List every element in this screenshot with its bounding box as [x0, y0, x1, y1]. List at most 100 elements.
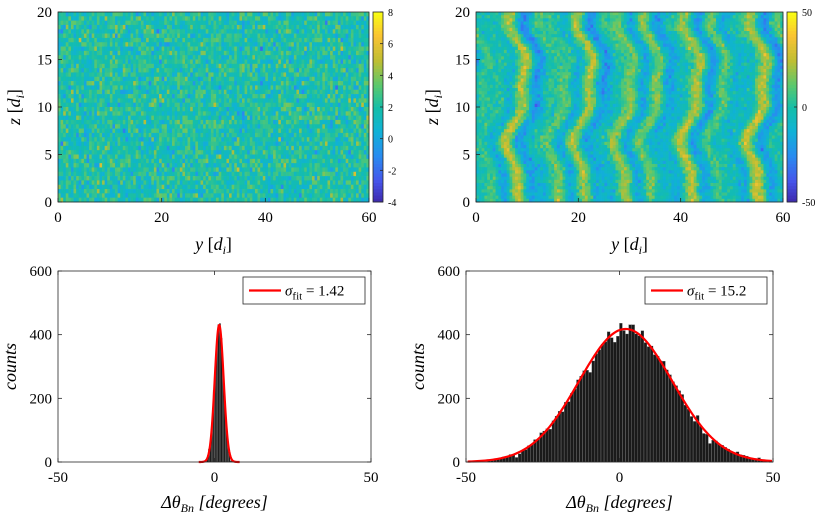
heatmap-cell: [120, 46, 124, 52]
heatmap-cell: [135, 37, 139, 43]
heatmap-cell: [81, 46, 85, 52]
heatmap-cell: [151, 137, 155, 142]
heatmap-cell: [278, 141, 282, 147]
heatmap-cell: [280, 119, 284, 125]
heatmap-cell: [172, 98, 175, 104]
heatmap-cell: [161, 189, 165, 194]
heatmap-cell: [83, 94, 87, 99]
heatmap-cell: [299, 68, 302, 73]
heatmap-cell: [348, 171, 352, 177]
heatmap-cell: [151, 33, 155, 39]
heatmap-cell: [216, 55, 220, 60]
heatmap-cell: [309, 176, 313, 181]
heatmap-cell: [159, 68, 163, 73]
heatmap-cell: [223, 145, 227, 151]
heatmap-cell: [63, 55, 67, 60]
heatmap-cell: [99, 176, 103, 181]
heatmap-cell: [335, 150, 339, 155]
heatmap-cell: [231, 163, 235, 168]
heatmap-cell: [208, 128, 212, 134]
heatmap-cell: [68, 167, 72, 173]
heatmap-cell: [340, 128, 344, 134]
heatmap-cell: [299, 24, 302, 30]
heatmap-cell: [345, 124, 349, 129]
heatmap-cell: [81, 42, 85, 47]
heatmap-cell: [252, 89, 256, 95]
heatmap-cell: [153, 158, 157, 164]
heatmap-cell: [337, 16, 341, 21]
heatmap-cell: [159, 128, 163, 134]
heatmap-cell: [257, 184, 261, 190]
heatmap-cell: [257, 16, 261, 21]
heatmap-cell: [221, 184, 225, 190]
heatmap-cell: [270, 81, 274, 86]
heatmap-cell: [102, 42, 105, 47]
heatmap-cell: [65, 171, 69, 177]
heatmap-cell: [184, 42, 188, 47]
heatmap-cell: [267, 50, 271, 56]
heatmap-cell: [345, 63, 349, 69]
heatmap-cell: [161, 128, 165, 134]
heatmap-cell: [122, 111, 126, 116]
heatmap-cell: [102, 102, 105, 108]
heatmap-cell: [89, 68, 93, 73]
heatmap-cell: [278, 137, 282, 142]
heatmap-cell: [151, 29, 155, 34]
heatmap-cell: [226, 89, 230, 95]
heatmap-cell: [280, 94, 284, 99]
heatmap-cell: [226, 137, 230, 142]
heatmap-cell: [200, 42, 204, 47]
heatmap-cell: [291, 119, 295, 125]
heatmap-cell: [169, 46, 173, 52]
heatmap-cell: [265, 150, 269, 155]
heatmap-cell: [161, 167, 165, 173]
heatmap-cell: [182, 150, 186, 155]
heatmap-cell: [363, 76, 367, 82]
heatmap-cell: [138, 24, 142, 30]
heatmap-cell: [283, 46, 287, 52]
heatmap-cell: [275, 81, 279, 86]
heatmap-cell: [70, 12, 74, 17]
heatmap-cell: [130, 68, 134, 73]
heatmap-cell: [104, 158, 108, 164]
heatmap-cell: [112, 150, 116, 155]
heatmap-cell: [187, 20, 191, 26]
heatmap-cell: [156, 107, 160, 112]
heatmap-cell: [280, 180, 284, 186]
heatmap-cell: [273, 72, 277, 78]
heatmap-cell: [242, 94, 245, 99]
heatmap-cell: [223, 37, 227, 43]
heatmap-cell: [182, 163, 186, 168]
heatmap-cell: [73, 128, 77, 134]
heatmap-cell: [166, 37, 170, 43]
heatmap-cell: [208, 94, 212, 99]
heatmap-cell: [267, 124, 271, 129]
heatmap-cell: [249, 137, 253, 142]
heatmap-cell: [301, 124, 305, 129]
heatmap-cell: [260, 63, 264, 69]
heatmap-cell: [306, 55, 310, 60]
heatmap-cell: [278, 68, 282, 73]
heatmap-cell: [273, 141, 277, 147]
heatmap-cell: [353, 59, 357, 65]
heatmap-cell: [299, 141, 302, 147]
heatmap-cell: [343, 72, 347, 78]
heatmap-cell: [117, 50, 121, 56]
heatmap-cell: [187, 111, 191, 116]
heatmap-cell: [270, 50, 274, 56]
heatmap-cell: [366, 115, 370, 121]
heatmap-cell: [301, 167, 305, 173]
heatmap-cell: [148, 29, 152, 34]
heatmap-cell: [311, 33, 315, 39]
heatmap-cell: [288, 76, 292, 82]
heatmap-cell: [330, 107, 334, 112]
heatmap-cell: [319, 163, 323, 168]
heatmap-cell: [107, 124, 111, 129]
heatmap-cell: [283, 119, 287, 125]
heatmap-cell: [262, 137, 266, 142]
heatmap-cell: [195, 154, 199, 160]
heatmap-cell: [70, 141, 74, 147]
heatmap-cell: [304, 163, 308, 168]
heatmap-cell: [169, 128, 173, 134]
heatmap-cell: [159, 29, 163, 34]
